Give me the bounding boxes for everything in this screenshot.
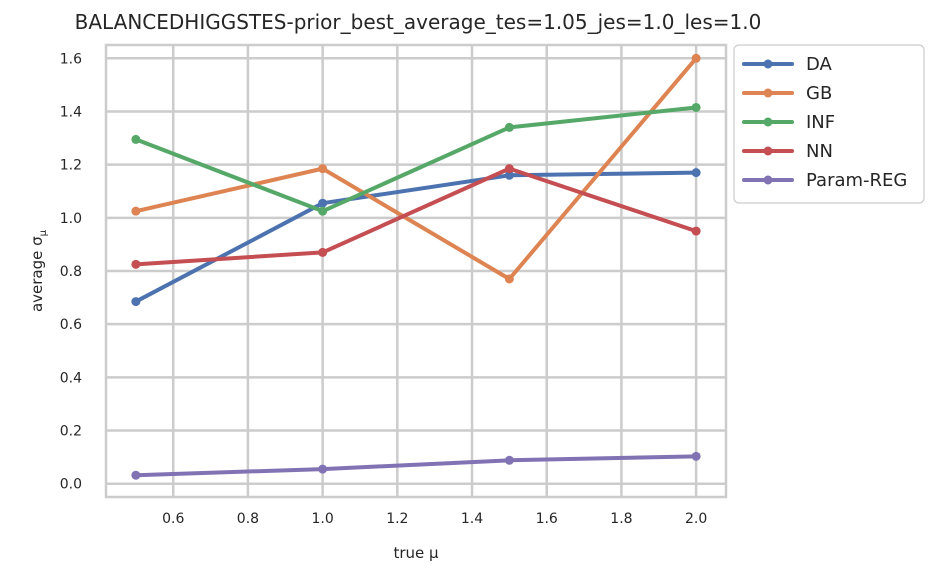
legend-marker-da — [763, 59, 773, 69]
x-tick-label: 1.6 — [536, 511, 558, 527]
data-point-inf — [504, 122, 514, 132]
x-tick-label: 1.2 — [386, 511, 408, 527]
y-tick-label: 1.6 — [60, 51, 82, 67]
x-tick-label: 1.4 — [461, 511, 483, 527]
series-lines — [131, 53, 701, 480]
x-tick-label: 0.8 — [237, 511, 259, 527]
y-tick-label: 1.2 — [60, 158, 82, 174]
x-tick-label: 1.0 — [311, 511, 333, 527]
y-tick-label: 1.0 — [60, 211, 82, 227]
x-tick-label: 1.8 — [610, 511, 632, 527]
data-point-gb — [318, 164, 328, 174]
legend-marker-gb — [763, 88, 773, 98]
data-point-da — [318, 198, 328, 208]
y-tick-label: 0.8 — [60, 264, 82, 280]
legend-label-nn: NN — [806, 141, 833, 162]
y-tick-label: 0.0 — [60, 477, 82, 493]
data-point-inf — [318, 206, 328, 216]
data-point-inf — [131, 134, 141, 144]
y-tick-labels: 0.0 0.2 0.4 0.6 0.8 1.0 1.2 1.4 1.6 — [60, 51, 82, 492]
chart-title: BALANCEDHIGGSTES-prior_best_average_tes=… — [75, 10, 762, 34]
series-line-nn — [133, 166, 699, 267]
x-tick-labels: 0.6 0.8 1.0 1.2 1.4 1.6 1.8 2.0 — [162, 511, 707, 527]
series-line-gb — [133, 56, 699, 281]
data-point-inf — [691, 102, 701, 112]
legend-label-da: DA — [806, 54, 833, 75]
x-tick-label: 0.6 — [162, 511, 184, 527]
series-line-da — [133, 170, 699, 304]
legend-box — [733, 44, 925, 204]
data-point-nn — [131, 259, 141, 269]
y-tick-label: 0.6 — [60, 317, 82, 333]
grid-lines — [106, 45, 726, 497]
data-point-nn — [691, 226, 701, 236]
y-tick-label: 0.4 — [60, 370, 82, 386]
data-point-param-reg — [318, 464, 328, 474]
x-tick-label: 2.0 — [685, 511, 707, 527]
data-point-param-reg — [131, 470, 141, 480]
data-point-da — [504, 170, 514, 180]
legend-label-gb: GB — [806, 83, 832, 104]
data-point-da — [691, 168, 701, 178]
data-point-param-reg — [691, 451, 701, 461]
data-point-nn — [504, 164, 514, 174]
legend: DA GB INF NN Param-REG — [733, 44, 925, 204]
y-tick-label: 0.2 — [60, 424, 82, 440]
data-point-nn — [318, 247, 328, 257]
data-point-gb — [131, 206, 141, 216]
series-line-param-reg — [133, 454, 699, 478]
legend-label-inf: INF — [806, 112, 835, 133]
data-point-da — [131, 297, 141, 307]
y-axis-label: average σμ — [28, 229, 49, 312]
legend-marker-param-reg — [763, 175, 773, 185]
series-line-inf — [133, 105, 699, 214]
legend-label-param-reg: Param-REG — [806, 170, 907, 191]
y-tick-label: 1.4 — [60, 104, 82, 120]
legend-marker-nn — [763, 146, 773, 156]
data-point-gb — [691, 53, 701, 63]
data-point-gb — [504, 274, 514, 284]
x-axis-label: true μ — [393, 544, 439, 562]
data-point-param-reg — [504, 455, 514, 465]
legend-marker-inf — [763, 117, 773, 127]
